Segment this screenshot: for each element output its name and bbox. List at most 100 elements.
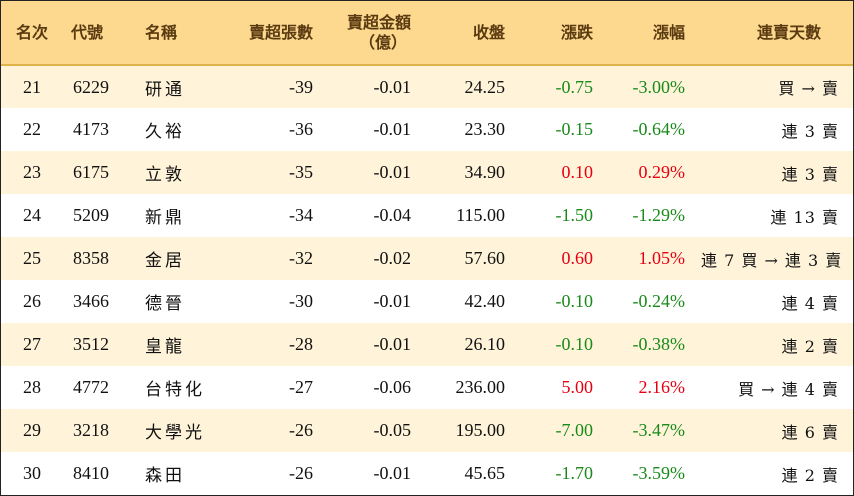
cell-sell-lots: -26 (289, 463, 313, 483)
cell-sell-amount: -0.05 (373, 420, 412, 440)
header-sell-lots: 賣超張數 (231, 1, 321, 66)
cell-name: 金居 (145, 251, 185, 271)
cell-sell-lots: -32 (289, 248, 313, 268)
cell-code: 3512 (73, 334, 109, 354)
table-row: 25 8358 金居 -32 -0.02 57.60 0.60 1.05% 連 7 買 → 連 … (1, 237, 853, 280)
cell-code: 5209 (73, 205, 109, 225)
cell-sell-amount: -0.01 (373, 291, 412, 311)
cell-days: 連 7 買 → 連 3 賣 (701, 250, 843, 270)
table-row: 27 3512 皇龍 -28 -0.01 26.10 -0.10 -0.38% 連 2 賣 (1, 323, 853, 366)
cell-name: 立敦 (145, 165, 185, 185)
cell-days: 買 → 賣 (778, 79, 839, 98)
cell-rank: 25 (23, 248, 41, 268)
cell-sell-amount: -0.01 (373, 76, 412, 97)
table-header: 名次 代號 名稱 賣超張數 賣超金額 （億） 收盤 漲跌 漲幅 連賣天數 (1, 1, 853, 66)
cell-rank: 29 (23, 420, 41, 440)
cell-rank: 28 (23, 377, 41, 397)
cell-change: 0.60 (561, 248, 594, 268)
cell-change: 5.00 (561, 377, 594, 397)
table-row: 24 5209 新鼎 -34 -0.04 115.00 -1.50 -1.29% 連 13 賣 (1, 194, 853, 237)
cell-change: -1.70 (555, 463, 594, 483)
cell-change: -1.50 (555, 205, 594, 225)
cell-change: -0.75 (555, 76, 594, 97)
cell-sell-amount: -0.01 (373, 162, 412, 182)
cell-change-pct: -0.38% (632, 334, 686, 354)
cell-close: 24.25 (464, 76, 506, 97)
cell-change-pct: -1.29% (632, 205, 686, 225)
header-change-pct: 漲幅 (601, 1, 693, 66)
cell-code: 3218 (73, 420, 109, 440)
cell-rank: 30 (23, 463, 41, 483)
cell-sell-amount: -0.01 (373, 334, 412, 354)
table-row: 28 4772 台特化 -27 -0.06 236.00 5.00 2.16% 買 → 連 4 … (1, 366, 853, 409)
cell-days: 連 2 賣 (781, 336, 839, 356)
cell-change-pct: -0.64% (632, 119, 686, 139)
cell-rank: 23 (23, 162, 41, 182)
cell-days: 買 → 連 4 賣 (738, 379, 839, 399)
cell-sell-amount: -0.04 (373, 205, 412, 225)
cell-close: 23.30 (464, 119, 506, 139)
cell-days: 連 4 賣 (781, 293, 839, 313)
cell-close: 42.40 (464, 291, 506, 311)
cell-days: 連 3 賣 (781, 164, 839, 184)
header-sell-amount-line1: 賣超金額 (346, 12, 411, 32)
cell-sell-lots: -27 (289, 377, 313, 397)
cell-rank: 26 (23, 291, 41, 311)
cell-days: 連 6 賣 (781, 422, 839, 442)
cell-sell-lots: -36 (289, 119, 313, 139)
cell-name: 台特化 (145, 380, 205, 400)
cell-code: 6175 (73, 162, 109, 182)
cell-name: 大學光 (145, 423, 205, 443)
cell-change: -7.00 (555, 420, 594, 440)
table-row: 30 8410 森田 -26 -0.01 45.65 -1.70 -3.59% 連 2 賣 (1, 452, 853, 495)
cell-name: 研通 (145, 79, 185, 100)
header-close: 收盤 (419, 1, 513, 66)
header-sell-amount-line2: （億） (358, 32, 407, 52)
cell-change: 0.10 (561, 162, 594, 182)
header-row: 名次 代號 名稱 賣超張數 賣超金額 （億） 收盤 漲跌 漲幅 連賣天數 (1, 1, 853, 66)
table-row: 23 6175 立敦 -35 -0.01 34.90 0.10 0.29% 連 3 賣 (1, 151, 853, 194)
cell-sell-lots: -30 (289, 291, 313, 311)
cell-rank: 27 (23, 334, 41, 354)
cell-code: 6229 (73, 76, 109, 97)
cell-change-pct: -3.59% (632, 463, 686, 483)
cell-close: 45.65 (464, 463, 506, 483)
cell-code: 4772 (73, 377, 109, 397)
cell-sell-amount: -0.06 (373, 377, 412, 397)
cell-change: -0.10 (555, 291, 594, 311)
cell-sell-amount: -0.01 (373, 463, 412, 483)
cell-change-pct: 0.29% (638, 162, 686, 182)
table-row: 26 3466 德晉 -30 -0.01 42.40 -0.10 -0.24% 連 4 賣 (1, 280, 853, 323)
header-change: 漲跌 (513, 1, 601, 66)
table-body: 21 6229 研通 -39 -0.01 24.25 -0.75 -3.00% 買 → 賣 22 4… (1, 65, 853, 495)
cell-sell-amount: -0.01 (373, 119, 412, 139)
cell-close: 57.60 (464, 248, 506, 268)
header-rank: 名次 (1, 1, 63, 66)
cell-code: 8358 (73, 248, 109, 268)
cell-code: 4173 (73, 119, 109, 139)
cell-rank: 24 (23, 205, 41, 225)
cell-rank: 21 (23, 76, 41, 97)
cell-rank: 22 (23, 119, 41, 139)
cell-change-pct: -3.00% (632, 76, 686, 97)
cell-close: 236.00 (455, 377, 506, 397)
cell-days: 連 13 賣 (770, 207, 839, 227)
cell-sell-amount: -0.02 (373, 248, 412, 268)
table-row: 21 6229 研通 -39 -0.01 24.25 -0.75 -3.00% 買 → 賣 (1, 65, 853, 108)
cell-change-pct: -0.24% (632, 291, 686, 311)
cell-sell-lots: -26 (289, 420, 313, 440)
header-code: 代號 (63, 1, 131, 66)
cell-close: 34.90 (464, 162, 506, 182)
cell-name: 德晉 (145, 294, 185, 314)
header-sell-amount: 賣超金額 （億） (321, 1, 419, 66)
header-name: 名稱 (131, 1, 231, 66)
cell-name: 久裕 (145, 122, 185, 142)
table-row: 22 4173 久裕 -36 -0.01 23.30 -0.15 -0.64% 連 3 賣 (1, 108, 853, 151)
header-days: 連賣天數 (693, 1, 853, 66)
cell-days: 連 3 賣 (781, 121, 839, 141)
cell-sell-lots: -28 (289, 334, 313, 354)
cell-change-pct: 2.16% (638, 377, 686, 397)
cell-close: 195.00 (455, 420, 506, 440)
